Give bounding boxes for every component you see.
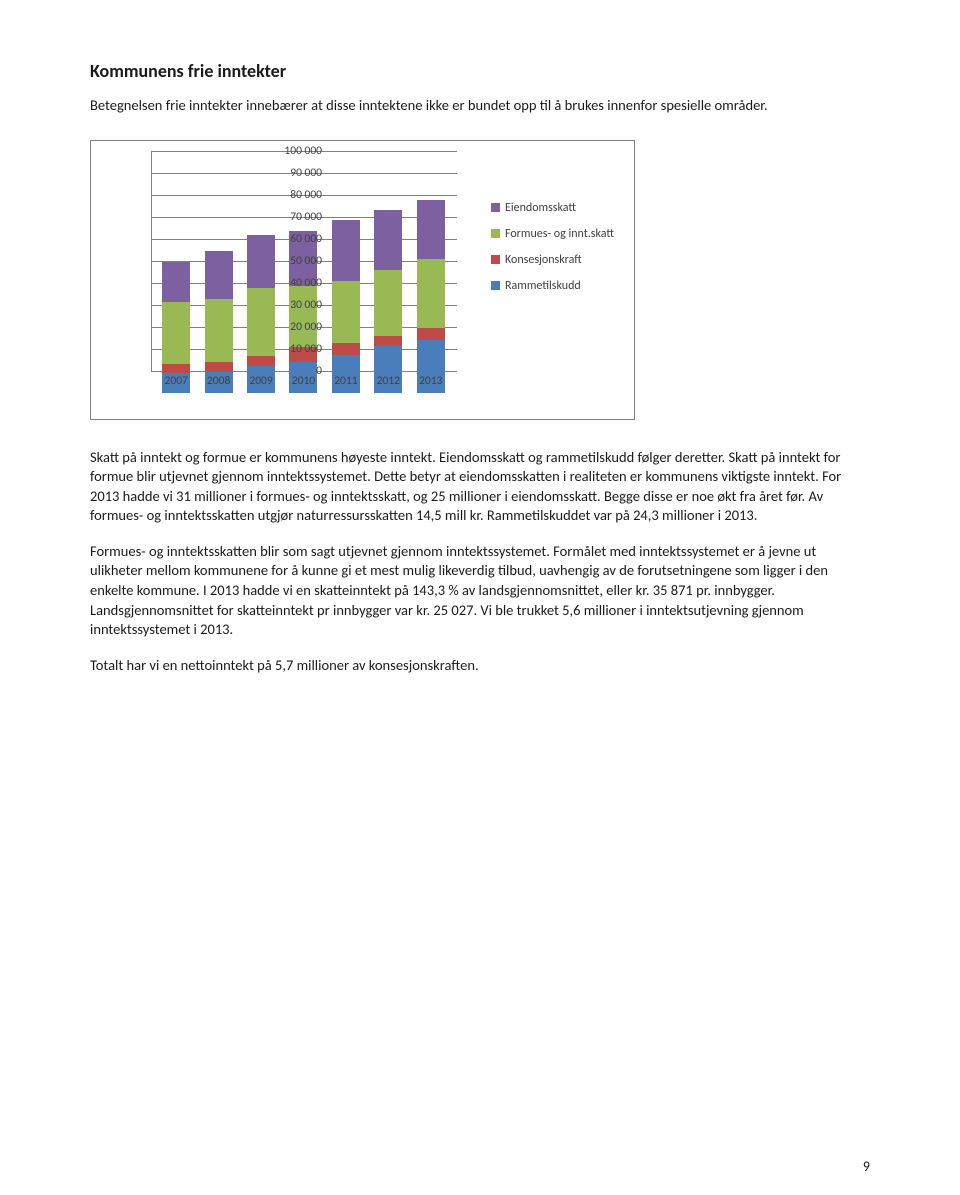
bar-segment-eiendomsskatt (417, 200, 445, 259)
bar-segment-eiendomsskatt (162, 262, 190, 303)
bar (332, 220, 360, 393)
x-tick-label: 2013 (417, 374, 445, 388)
x-tick-label: 2012 (374, 374, 402, 388)
y-tick-label: 80 000 (274, 188, 322, 202)
legend-swatch (491, 203, 500, 212)
legend: Eiendomsskatt Formues- og innt.skatt Konse… (491, 201, 614, 305)
y-tick-label: 20 000 (274, 320, 322, 334)
paragraph: Formues- og inntektsskatten blir som sag… (90, 542, 870, 640)
bar-segment-konsesjonskraft (332, 343, 360, 355)
bar (247, 235, 275, 392)
bar (205, 251, 233, 393)
bar-segment-eiendomsskatt (247, 235, 275, 288)
legend-swatch (491, 281, 500, 290)
body-text: Skatt på inntekt og formue er kommunens … (90, 448, 870, 676)
bar-segment-eiendomsskatt (374, 210, 402, 271)
bar (374, 210, 402, 393)
bar-segment-konsesjonskraft (374, 336, 402, 346)
bar-segment-formues (374, 270, 402, 336)
x-tick-label: 2009 (247, 374, 275, 388)
legend-swatch (491, 255, 500, 264)
x-tick-label: 2008 (205, 374, 233, 388)
page-number: 9 (863, 1158, 870, 1175)
legend-item: Formues- og innt.skatt (491, 227, 614, 241)
y-tick-label: 30 000 (274, 298, 322, 312)
legend-item: Eiendomsskatt (491, 201, 614, 215)
bar (417, 200, 445, 392)
intro-text: Betegnelsen frie inntekter innebærer at … (90, 96, 870, 116)
bar-segment-konsesjonskraft (162, 364, 190, 373)
y-tick-label: 60 000 (274, 232, 322, 246)
legend-item: Rammetilskudd (491, 279, 614, 293)
bar-segment-konsesjonskraft (417, 328, 445, 340)
y-tick-label: 40 000 (274, 276, 322, 290)
bar-segment-formues (289, 286, 317, 348)
legend-label: Rammetilskudd (505, 279, 581, 293)
bar-segment-formues (332, 281, 360, 343)
legend-swatch (491, 229, 500, 238)
y-tick-label: 100 000 (274, 144, 322, 158)
x-tick-label: 2011 (332, 374, 360, 388)
y-tick-label: 10 000 (274, 342, 322, 356)
bar-segment-formues (162, 302, 190, 364)
bar-segment-formues (247, 288, 275, 356)
revenue-chart: 2007200820092010201120122013 010 00020 0… (90, 140, 635, 420)
bar-segment-eiendomsskatt (332, 220, 360, 282)
paragraph: Skatt på inntekt og formue er kommunens … (90, 448, 870, 526)
legend-label: Eiendomsskatt (505, 201, 576, 215)
paragraph: Totalt har vi en nettoinntekt på 5,7 mil… (90, 656, 870, 676)
y-tick-label: 90 000 (274, 166, 322, 180)
legend-label: Konsesjonskraft (505, 253, 582, 267)
bar-segment-konsesjonskraft (205, 362, 233, 372)
y-tick-label: 0 (274, 364, 322, 378)
x-tick-label: 2007 (162, 374, 190, 388)
bar-segment-konsesjonskraft (247, 356, 275, 366)
bar-segment-formues (205, 299, 233, 362)
page-title: Kommunens frie inntekter (90, 60, 870, 82)
legend-item: Konsesjonskraft (491, 253, 614, 267)
bar-segment-eiendomsskatt (205, 251, 233, 299)
bar-segment-formues (417, 259, 445, 327)
y-tick-label: 70 000 (274, 210, 322, 224)
y-tick-label: 50 000 (274, 254, 322, 268)
legend-label: Formues- og innt.skatt (505, 227, 614, 241)
